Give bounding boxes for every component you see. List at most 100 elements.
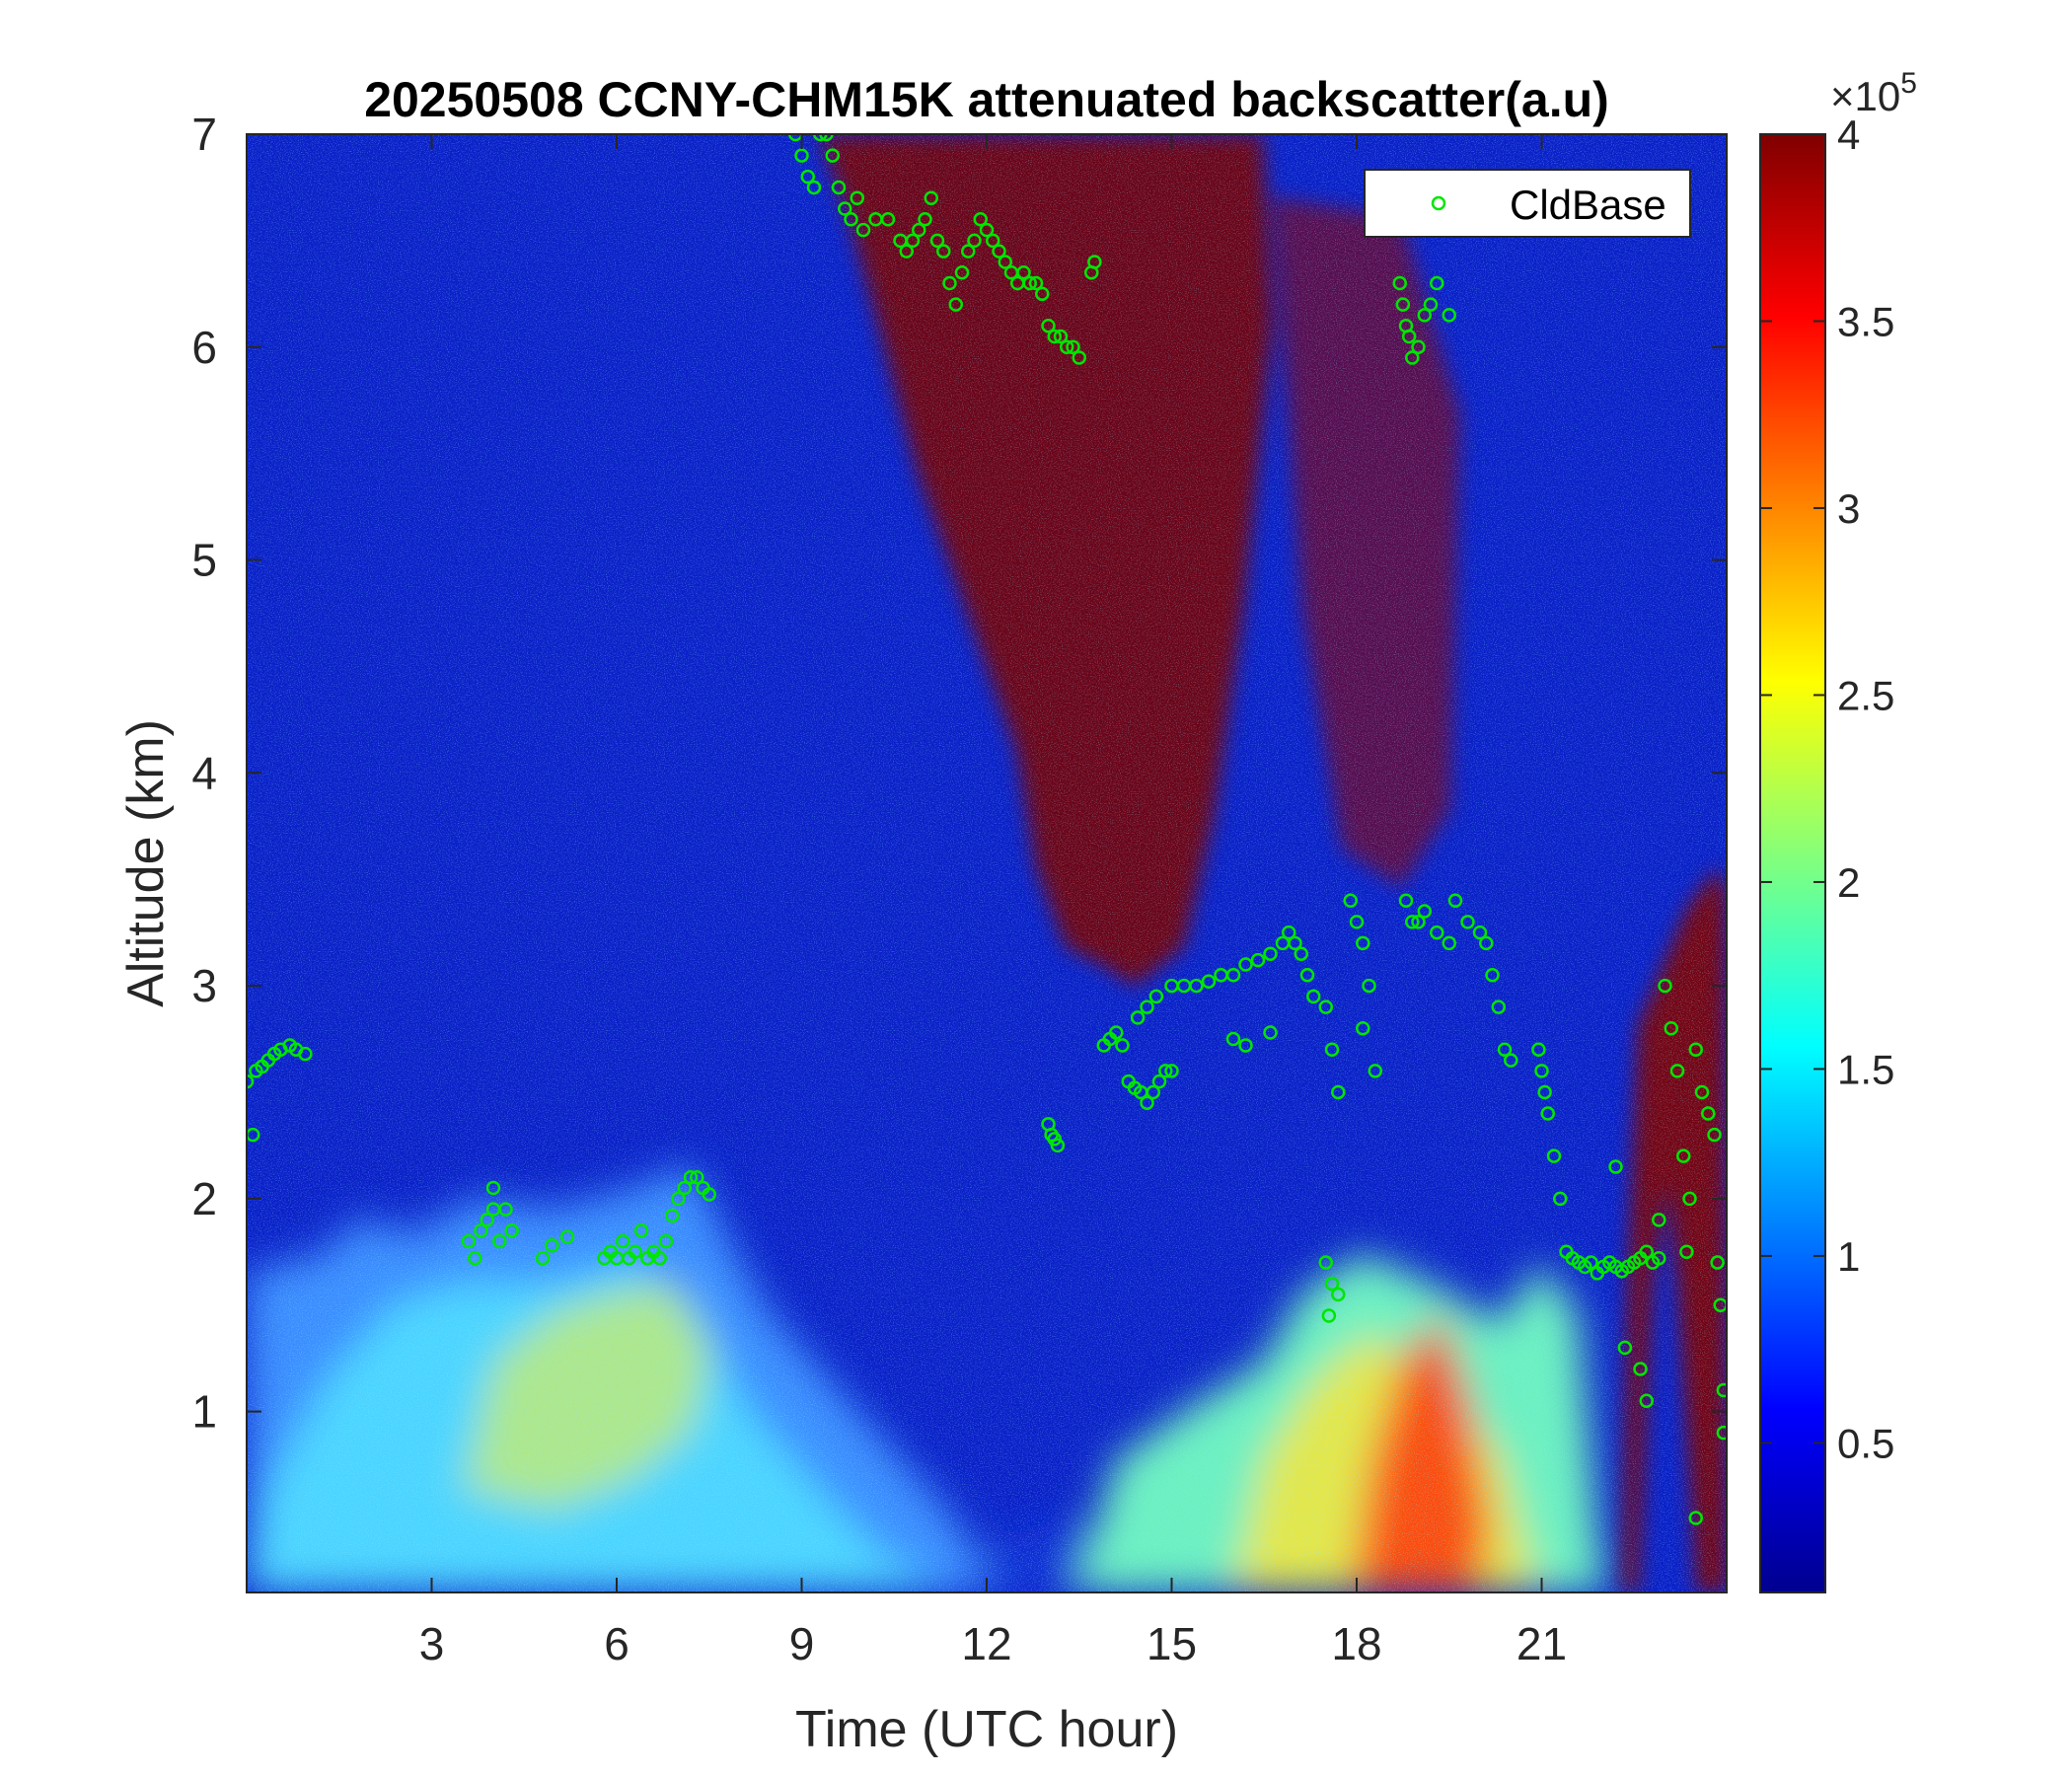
cloud-base-point-85 xyxy=(1087,255,1102,269)
x-tick-label-1: 6 xyxy=(604,1618,629,1669)
heatmap-field xyxy=(247,134,1727,1592)
cloud-base-point-102 xyxy=(1130,1010,1146,1025)
cloud-base-point-31 xyxy=(652,1250,667,1266)
cloud-base-point-39 xyxy=(702,1187,716,1202)
cloud-base-point-172 xyxy=(1608,1159,1623,1174)
legend-box xyxy=(1364,169,1691,238)
cloud-base-point-144 xyxy=(1472,925,1488,940)
x-tick-label-4: 15 xyxy=(1147,1618,1197,1669)
cloud-base-point-42 xyxy=(800,169,815,185)
colorbar-tick-label-0: 0.5 xyxy=(1837,1420,1894,1466)
cloud-base-point-61 xyxy=(936,244,951,259)
cloud-base-point-51 xyxy=(855,222,871,238)
cloud-base-point-115 xyxy=(1225,1031,1241,1047)
cloud-base-point-60 xyxy=(929,233,945,249)
cloud-base-point-122 xyxy=(1306,989,1321,1004)
cloud-base-point-174 xyxy=(1633,1362,1648,1376)
cloud-base-point-191 xyxy=(1679,1244,1694,1260)
cloud-base-point-33 xyxy=(665,1208,680,1223)
cloud-base-point-135 xyxy=(1368,1064,1382,1078)
cloud-base-point-46 xyxy=(825,148,840,163)
cloud-base-point-178 xyxy=(1395,297,1411,312)
x-tick-label-2: 9 xyxy=(789,1618,815,1669)
cloud-base-point-180 xyxy=(1401,329,1417,344)
cloud-base-point-125 xyxy=(1331,1084,1346,1100)
cloud-base-point-47 xyxy=(831,180,847,195)
colorbar-tick-label-6: 3.5 xyxy=(1837,298,1894,344)
cloud-base-point-78 xyxy=(1041,318,1056,333)
cloud-base-point-93 xyxy=(1115,1038,1130,1053)
cloud-base-point-55 xyxy=(899,244,914,259)
cloud-base-point-83 xyxy=(1072,350,1086,365)
cloud-base-point-186 xyxy=(1442,308,1456,323)
cloud-base-point-63 xyxy=(948,297,963,312)
cloud-base-markers xyxy=(247,134,1727,1525)
cloud-base-point-77 xyxy=(1035,286,1050,302)
cloud-base-point-111 xyxy=(1238,957,1253,972)
cloud-base-point-117 xyxy=(1263,1025,1278,1040)
cloud-base-point-34 xyxy=(671,1191,686,1207)
cloud-base-point-28 xyxy=(633,1222,649,1238)
cloud-base-point-37 xyxy=(690,1170,704,1185)
cloud-base-point-160 xyxy=(1584,1255,1598,1270)
cloud-base-point-128 xyxy=(1331,1287,1346,1302)
cloud-base-point-40 xyxy=(788,134,803,142)
colorbar-multiplier-exponent: 5 xyxy=(1900,67,1917,100)
cloud-base-point-64 xyxy=(954,264,970,280)
cloud-base-point-127 xyxy=(1324,1276,1340,1292)
cloud-base-point-17 xyxy=(504,1222,519,1238)
cloud-base-point-16 xyxy=(498,1202,513,1217)
colorbar-scale xyxy=(1759,133,1826,1593)
legend-marker-cldbase xyxy=(1431,195,1446,211)
cloud-base-point-145 xyxy=(1479,935,1494,951)
colorbar-tick-label-1: 1 xyxy=(1837,1233,1860,1280)
cloud-base-point-141 xyxy=(1442,935,1456,951)
x-tick-label-5: 18 xyxy=(1331,1618,1381,1669)
cloud-base-point-126 xyxy=(1318,1255,1333,1270)
cloud-base-point-97 xyxy=(1140,1095,1154,1110)
cloud-base-point-119 xyxy=(1288,935,1302,951)
x-axis: Time (UTC hour) 3 6 9 12 15 18 21 xyxy=(419,134,1567,1758)
colorbar-tick-label-3: 2 xyxy=(1837,859,1860,906)
cloud-base-point-171 xyxy=(1652,1250,1666,1266)
cloud-base-point-56 xyxy=(905,233,921,249)
cloud-base-point-57 xyxy=(912,222,926,238)
cloud-base-point-189 xyxy=(1669,1064,1685,1078)
cloud-base-point-200 xyxy=(1716,1425,1727,1441)
cloud-base-point-155 xyxy=(1553,1191,1568,1207)
chart-title: 20250508 CCNY-CHM15K attenuated backscat… xyxy=(364,72,1609,127)
cloud-base-point-74 xyxy=(1016,264,1031,280)
cloud-base-point-68 xyxy=(979,222,995,238)
cloud-base-point-45 xyxy=(819,134,834,142)
cloud-base-point-66 xyxy=(967,233,982,249)
cloud-base-point-21 xyxy=(559,1229,575,1244)
cloud-base-point-100 xyxy=(1158,1064,1173,1078)
cloud-base-point-75 xyxy=(1022,275,1037,291)
cloud-base-point-199 xyxy=(1716,1382,1727,1398)
cloud-base-point-134 xyxy=(1356,1020,1370,1036)
cloud-base-point-112 xyxy=(1250,952,1266,968)
cloud-base-point-118 xyxy=(1282,925,1296,940)
y-tick-label-1: 2 xyxy=(191,1173,217,1224)
cloud-base-point-48 xyxy=(838,201,852,216)
colorbar-multiplier-base: ×10 xyxy=(1830,73,1900,119)
legend: CldBase xyxy=(1364,169,1691,238)
cloud-base-point-58 xyxy=(918,212,932,227)
cloud-base-point-177 xyxy=(1392,275,1407,291)
cloud-base-point-20 xyxy=(545,1238,559,1253)
cloud-base-point-147 xyxy=(1491,999,1506,1014)
colorbar-tick-label-5: 3 xyxy=(1837,485,1860,532)
x-tick-label-3: 12 xyxy=(961,1618,1011,1669)
cloud-base-point-195 xyxy=(1701,1106,1716,1121)
cloud-base-point-185 xyxy=(1430,275,1444,291)
cloud-base-point-197 xyxy=(1710,1255,1725,1270)
cloud-base-point-138 xyxy=(1411,915,1426,929)
cloud-base-point-142 xyxy=(1447,893,1463,909)
cloud-base-point-192 xyxy=(1682,1191,1697,1207)
y-tick-label-3: 4 xyxy=(191,747,217,798)
cloud-base-point-76 xyxy=(1028,275,1044,291)
cloud-base-point-143 xyxy=(1460,915,1475,929)
cloud-base-point-13 xyxy=(480,1213,494,1227)
cloud-base-point-201 xyxy=(1688,1511,1703,1525)
